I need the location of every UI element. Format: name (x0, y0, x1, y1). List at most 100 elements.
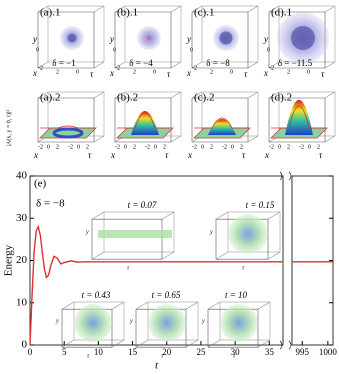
delta-label: δ = −4 (129, 58, 153, 68)
tick-label: 0 (278, 144, 281, 150)
box-edge (257, 339, 271, 348)
box-front (91, 218, 163, 260)
box-edge (170, 5, 182, 13)
profile-curve (194, 117, 248, 129)
box-edge (324, 5, 336, 13)
axis-letter: τ (127, 265, 130, 271)
box-edge (207, 339, 221, 348)
x-tick-label: 995 (296, 347, 310, 357)
box-edge (324, 91, 336, 99)
x-tick-label: 1000 (319, 347, 338, 357)
annotation: δ = −8 (36, 198, 65, 210)
y-tick-label: 30 (16, 212, 28, 224)
axis-letter: y (85, 229, 89, 235)
box-edge (247, 91, 259, 99)
x-tick-label: 0 (28, 347, 33, 357)
tick-label: -2 (222, 144, 227, 150)
tick-label: 2 (163, 144, 166, 150)
tick-label: -2 (115, 65, 120, 71)
axis-letter: y (263, 34, 268, 44)
box-edge (37, 91, 49, 99)
tick-label: 0 (77, 144, 80, 150)
tick-label: 0 (230, 69, 233, 75)
axis-letter: y (209, 229, 213, 235)
panel-label: (c).1 (194, 7, 214, 19)
tube (98, 230, 172, 238)
axis-letter: τ (242, 265, 245, 271)
surface-ring (52, 127, 84, 139)
box-edge (37, 5, 49, 13)
inset-sphere (220, 304, 258, 342)
y-tick-label: 20 (16, 254, 28, 266)
axis-letter: y (186, 34, 191, 44)
x-label: t (155, 360, 159, 372)
tick-label: 2 (240, 144, 243, 150)
delta-label: δ = −8 (206, 58, 230, 68)
y-label: Energy (3, 244, 15, 276)
x-tick-label: 35 (265, 347, 275, 357)
box-edge (207, 301, 221, 310)
tick-label: 2 (56, 69, 59, 75)
soliton-core (146, 35, 152, 41)
axis-letter: τ (321, 69, 325, 79)
box-edge (37, 61, 49, 69)
box-edge (135, 339, 149, 348)
axis-letter: τ (165, 150, 169, 160)
axis-letter: x (187, 150, 192, 160)
tick-label: -2 (38, 144, 43, 150)
box-edge (61, 339, 75, 348)
soliton-core (67, 33, 77, 43)
tick-label: 0 (76, 69, 79, 75)
profile-curve (271, 105, 325, 129)
panel-label: (b).1 (117, 7, 138, 19)
axis-letter: x (110, 150, 115, 160)
x-tick-label: 10 (94, 347, 104, 357)
axis-letter: y (55, 318, 59, 324)
tick-label: 0 (36, 47, 39, 53)
box-edge (215, 251, 229, 260)
axis-letter: τ (161, 353, 164, 359)
box-edge (111, 339, 125, 348)
tick-label: -2 (68, 144, 73, 150)
tick-label: -2 (145, 144, 150, 150)
tick-label: 0 (154, 144, 157, 150)
box-edge (324, 135, 336, 143)
box-edge (170, 91, 182, 99)
box-edge (215, 211, 229, 220)
axis-letter: x (263, 68, 268, 78)
box-edge (257, 301, 271, 310)
box-edge (93, 91, 105, 99)
box-edge (91, 251, 105, 260)
tick-label: 2 (86, 144, 89, 150)
surface-peak (131, 111, 159, 135)
axis-letter: x (33, 150, 38, 160)
tick-label: 2 (210, 144, 213, 150)
inset-sphere (228, 214, 268, 254)
panel-label: (a).2 (40, 92, 60, 104)
panel-label: (a).1 (40, 7, 60, 19)
box-edge (247, 135, 259, 143)
box-edge (93, 135, 105, 143)
tick-label: -2 (38, 65, 43, 71)
x-tick-label: 20 (162, 347, 172, 357)
axis-letter: y (109, 34, 114, 44)
box-edge (247, 5, 259, 13)
tick-label: 2 (317, 144, 320, 150)
axis-letter: τ (233, 353, 236, 359)
tick-label: 2 (210, 69, 213, 75)
inset-sphere (74, 304, 112, 342)
y-tick-label: 0 (22, 339, 28, 351)
axis-letter: y (129, 318, 133, 324)
box-edge (161, 251, 175, 260)
axis-letter: τ (90, 69, 94, 79)
box-edge (170, 135, 182, 143)
tick-label: 0 (267, 47, 270, 53)
axis-letter: τ (319, 150, 323, 160)
box-edge (191, 61, 203, 69)
box-edge (170, 61, 182, 69)
soliton-core (219, 31, 233, 45)
tick-label: 0 (201, 144, 204, 150)
energy-line (29, 224, 333, 346)
plot-frame-right (291, 175, 334, 346)
